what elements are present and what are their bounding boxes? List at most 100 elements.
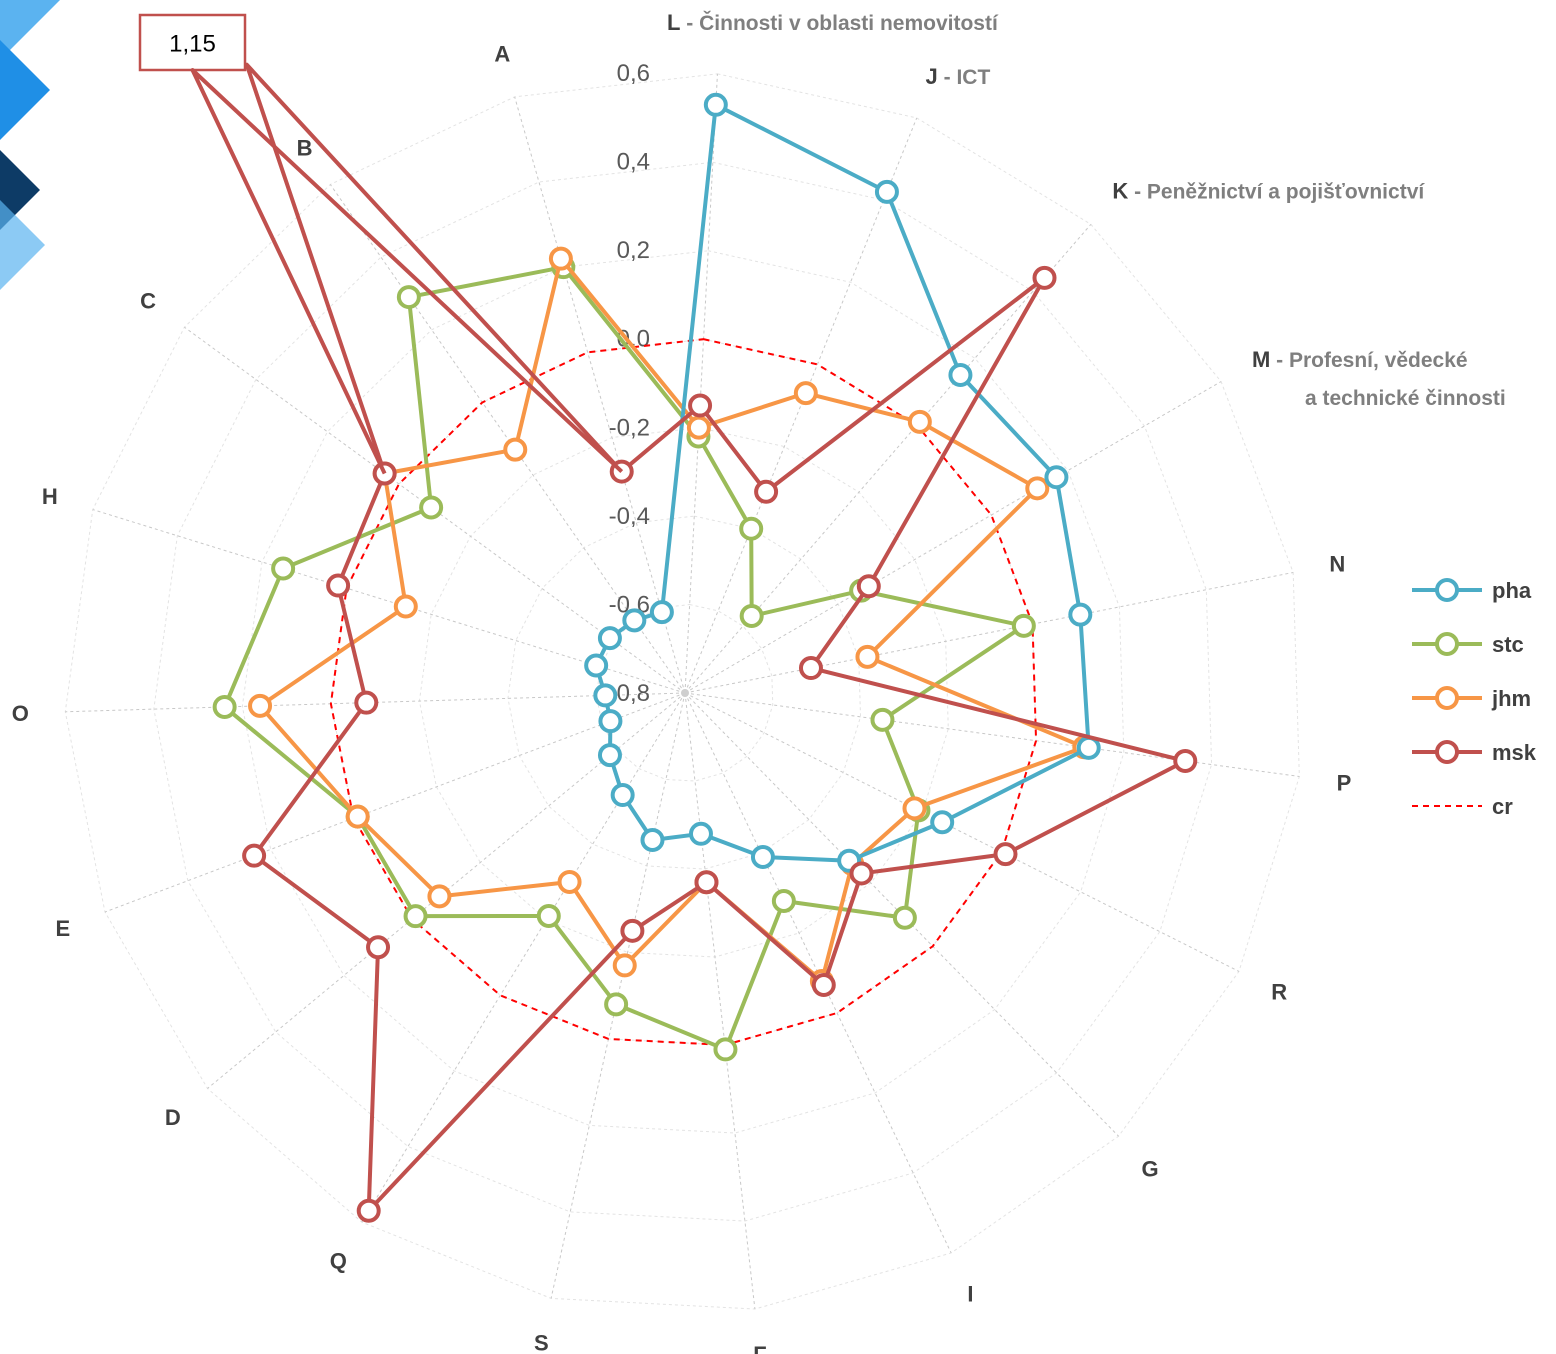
logo-shape [0, 0, 60, 60]
category-code: G [1141, 1156, 1158, 1181]
legend: pha stc jhm msk cr [1412, 578, 1537, 819]
category-code: C [140, 289, 156, 314]
category-label: E [56, 916, 71, 941]
category-label: K - Peněžnictví a pojišťovnictví [1112, 178, 1425, 203]
data-point-stc [212, 694, 237, 719]
data-point-jhm [548, 246, 573, 271]
category-label: S [534, 1330, 549, 1354]
category-label: P [1337, 771, 1352, 796]
grid-spoke [361, 692, 686, 1223]
data-point-pha [1044, 465, 1069, 490]
data-point-pha [584, 653, 609, 678]
grid-spoke [550, 692, 686, 1299]
data-point-msk [849, 861, 874, 886]
category-code: O [12, 701, 29, 726]
category-label: B [297, 136, 313, 161]
category-label: L - Činnosti v oblasti nemovitostí [667, 10, 999, 35]
data-point-pha [948, 362, 973, 387]
category-code: A [494, 42, 510, 67]
data-point-msk [798, 656, 823, 681]
data-point-stc [536, 903, 561, 928]
tick-label: 0,4 [617, 149, 650, 176]
center-dot [681, 689, 689, 697]
series-layer [212, 62, 1198, 1223]
grid-spoke [514, 96, 686, 694]
category-label: A [494, 42, 510, 67]
data-point-msk [326, 573, 351, 598]
data-point-stc [604, 992, 629, 1017]
grid-ring [507, 515, 862, 870]
legend-item-cr: cr [1412, 794, 1513, 819]
data-point-pha [593, 683, 618, 708]
data-point-jhm [793, 381, 818, 406]
logo-shape [0, 200, 45, 290]
data-point-pha [598, 709, 623, 734]
series-line-stc [222, 265, 1026, 1052]
data-point-msk [356, 1198, 381, 1223]
data-point-jhm [686, 415, 711, 440]
data-point-jhm [902, 796, 927, 821]
legend-item-stc: stc [1412, 632, 1524, 657]
grid-spoke [65, 692, 686, 713]
data-point-jhm [427, 884, 452, 909]
data-point-jhm [557, 869, 582, 894]
data-point-stc [892, 905, 917, 930]
legend-marker [1435, 632, 1459, 656]
grid-spoke [684, 692, 756, 1310]
data-point-jhm [907, 409, 932, 434]
data-point-pha [640, 828, 665, 853]
data-point-jhm [503, 437, 528, 462]
category-label: O [12, 701, 29, 726]
data-point-pha [597, 743, 622, 768]
data-point-stc [771, 888, 796, 913]
category-label: I [967, 1282, 973, 1307]
category-label: N [1329, 552, 1345, 577]
category-label: M - Profesní, vědecké a technické činnost… [1252, 347, 1506, 410]
category-labels: L - Činnosti v oblasti nemovitostí J - IC… [12, 10, 1506, 1354]
data-point-pha [703, 92, 728, 117]
category-code: E [56, 916, 71, 941]
legend-label: pha [1492, 578, 1532, 603]
data-point-pha [597, 626, 622, 651]
series-pha [584, 92, 1101, 873]
data-point-stc [271, 556, 296, 581]
grid-ring [64, 73, 1300, 1310]
data-point-msk [754, 479, 779, 504]
category-label: G [1141, 1156, 1158, 1181]
data-point-pha [750, 844, 775, 869]
data-point-pha [930, 810, 955, 835]
category-label: H [42, 484, 58, 509]
data-point-pha [688, 821, 713, 846]
category-code: F [753, 1342, 766, 1354]
radar-grid [64, 73, 1300, 1310]
legend-marker [1435, 686, 1459, 710]
category-text: M - Profesní, vědecké [1252, 347, 1468, 372]
category-code: B [297, 136, 313, 161]
category-code: D [165, 1105, 181, 1130]
tick-label: 0,6 [617, 60, 650, 87]
legend-marker [1435, 578, 1459, 602]
series-line-msk [244, 62, 1188, 1213]
category-code: S [534, 1330, 549, 1354]
grid-spoke [684, 692, 1300, 777]
series-msk [242, 62, 1198, 1223]
category-code: Q [330, 1248, 347, 1273]
grid-spoke [684, 692, 1240, 972]
value-callout: 1,15 [138, 13, 624, 475]
data-point-msk [856, 574, 881, 599]
grid-spoke [684, 692, 952, 1254]
data-point-pha [1068, 602, 1093, 627]
grid-spoke [684, 381, 1222, 694]
data-point-jhm [855, 644, 880, 669]
grid-spoke [684, 117, 918, 694]
category-label: C [140, 289, 156, 314]
data-point-msk [1032, 265, 1057, 290]
grid-spoke [329, 184, 686, 694]
category-text: J - ICT [926, 64, 991, 89]
grid-spoke [104, 692, 686, 913]
data-point-msk [1173, 748, 1198, 773]
data-point-stc [739, 604, 764, 629]
data-point-pha [874, 179, 899, 204]
grid-spoke [684, 692, 1119, 1137]
